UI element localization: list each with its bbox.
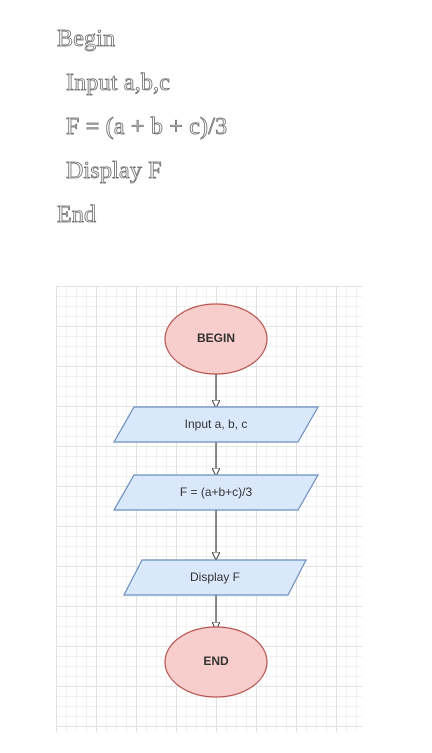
pseudocode-line-begin: Begin [57,26,116,52]
flowchart-canvas: BEGIN Input a, b, c F = (a+b+c)/3 Displa… [56,286,362,732]
end-terminal-label: END [203,654,229,668]
pseudocode-line-display: Display F [66,158,162,184]
process-parallelogram [112,474,320,511]
input-parallelogram-label: Input a, b, c [185,417,248,431]
start-terminal [164,303,268,375]
process-parallelogram-label: F = (a+b+c)/3 [180,485,253,499]
flowchart-svg: BEGIN Input a, b, c F = (a+b+c)/3 Displa… [112,303,320,698]
input-parallelogram [112,406,320,443]
pseudocode: Begin Input a,b,c F = (a + b + c)/3 Disp… [0,0,432,240]
output-parallelogram-label: Display F [190,570,240,584]
end-terminal [164,626,268,698]
pseudocode-line-compute: F = (a + b + c)/3 [66,114,228,140]
pseudocode-line-end: End [57,202,97,228]
start-terminal-label: BEGIN [197,331,235,345]
pseudocode-line-input: Input a,b,c [66,70,171,96]
output-parallelogram [123,559,307,596]
